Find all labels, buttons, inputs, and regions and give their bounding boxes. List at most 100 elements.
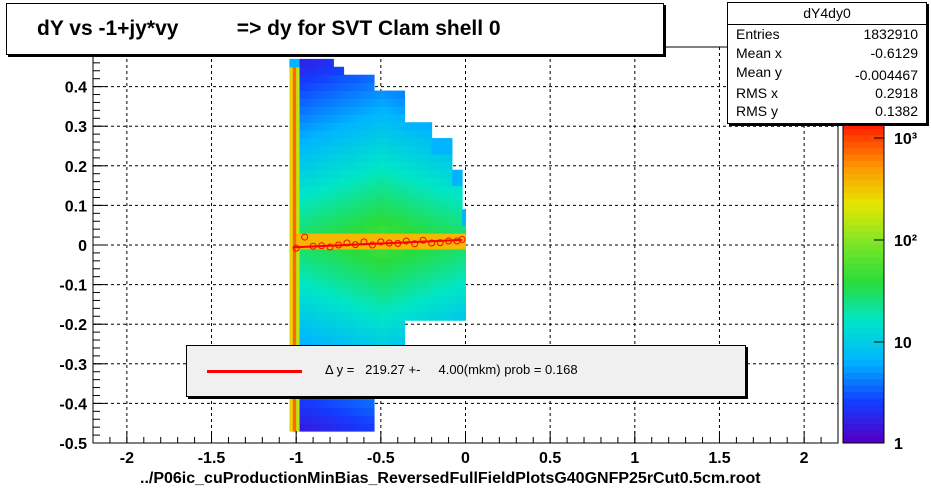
heatmap-cell [299,288,304,297]
heatmap-cell [367,177,372,187]
heatmap-cell [299,130,304,139]
heatmap-cell [363,217,368,226]
heatmap-cell [448,225,453,234]
heatmap-cell [380,312,385,321]
heatmap-cell [445,288,450,297]
heatmap-cell [360,185,365,195]
heatmap-cell [374,193,378,202]
heatmap-cell [370,106,375,115]
heatmap-cell [424,312,429,321]
heatmap-cell [438,193,443,202]
palette-step [843,391,884,399]
heatmap-cell [302,399,307,408]
heatmap-cell [435,169,439,179]
palette-step [843,160,884,168]
heatmap-cell [367,153,372,163]
heatmap-cell [445,280,450,290]
heatmap-cell [401,138,406,147]
heatmap-cell [353,201,358,210]
heatmap-cell [367,82,372,92]
profile-point [351,241,359,249]
heatmap-cell [350,296,355,305]
heatmap-cell [292,177,297,187]
heatmap-cell [445,304,450,313]
heatmap-cell [438,312,443,321]
heatmap-cell [353,153,358,163]
heatmap-cell [411,264,416,274]
heatmap-cell [458,209,463,218]
heatmap-cell [428,217,433,226]
heatmap-cell [384,201,389,210]
heatmap-cell [333,288,338,297]
heatmap-cell [336,328,341,337]
heatmap-cell [458,312,463,321]
heatmap-cell [319,399,324,408]
heatmap-cell [414,193,419,202]
heatmap-cell [353,288,358,297]
heatmap-cell [401,217,406,226]
heatmap-cell [438,233,443,242]
heatmap-cell [330,90,334,99]
heatmap-cell [421,217,426,226]
heatmap-cell [448,296,453,305]
profile-point [292,244,300,252]
heatmap-cell [353,415,358,424]
x-tick-label: -1.5 [198,450,226,467]
heatmap-cell [441,304,446,313]
heatmap-cell [313,423,317,432]
heatmap-cell [306,98,311,107]
heatmap-cell [377,98,382,107]
heatmap-cell [404,169,409,179]
heatmap-cell [330,169,334,179]
heatmap-cell [387,169,392,179]
heatmap-cell [441,280,446,290]
heatmap-cell [397,138,402,147]
heatmap-cell [299,336,304,345]
heatmap-cell [435,177,439,187]
heatmap-cell [462,248,466,258]
heatmap-cell [458,169,463,179]
heatmap-cell [367,114,372,123]
heatmap-cell [374,328,378,337]
heatmap-cell [387,264,392,274]
heatmap-cell [424,225,429,234]
heatmap-cell [380,248,385,258]
heatmap-cell [363,399,368,408]
heatmap-cell [374,153,378,163]
heatmap-cell [336,153,341,163]
heatmap-cell [401,288,406,297]
heatmap-cell [323,153,328,163]
heatmap-cell [394,264,399,274]
heatmap-cell [319,122,324,131]
palette-step [843,199,884,206]
heatmap-cell [448,272,453,282]
heatmap-cell [296,169,301,179]
heatmap-cell [350,161,355,171]
heatmap-cell [407,146,412,155]
y-tick-label: 0.1 [65,198,87,215]
heatmap-cell [340,146,345,155]
heatmap-cell [316,169,321,179]
heatmap-cell [309,256,314,266]
heatmap-cell [451,312,456,321]
heatmap-cell [302,74,307,84]
heatmap-cell [391,130,395,139]
heatmap-cell [360,98,365,107]
stats-value: 0.2918 [875,85,918,101]
heatmap-cell [401,264,406,274]
heatmap-cell [387,320,392,329]
heatmap-cell [367,336,372,345]
heatmap-cell [377,296,382,305]
heatmap-cell [377,90,382,99]
heatmap-cell [353,90,358,99]
x-tick-label: 1.5 [708,450,730,467]
heatmap-cell [363,146,368,155]
heatmap-cell [289,169,294,179]
heatmap-cell [316,407,321,416]
heatmap-cell [289,66,294,76]
stats-label: Mean y [736,64,782,80]
heatmap-cell [353,82,358,92]
heatmap-cell [438,248,443,258]
heatmap-cell [404,153,409,163]
heatmap-cell [367,130,372,139]
